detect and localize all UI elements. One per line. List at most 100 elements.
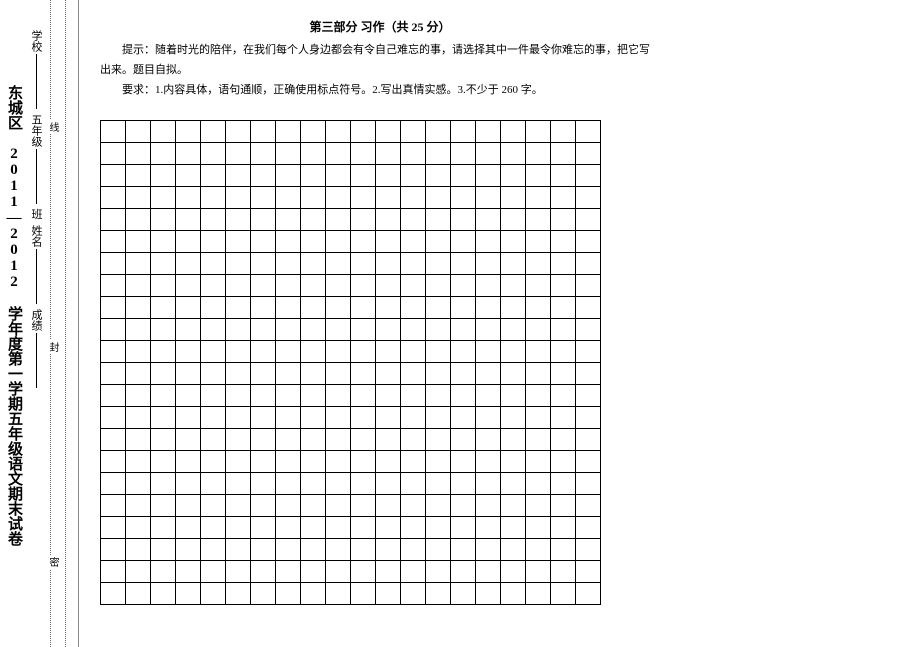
grid-cell bbox=[176, 495, 201, 517]
grid-cell bbox=[251, 209, 276, 231]
grid-cell bbox=[351, 539, 376, 561]
grid-cell bbox=[476, 209, 501, 231]
grid-cell bbox=[126, 275, 151, 297]
grid-cell bbox=[101, 385, 126, 407]
grid-cell bbox=[501, 385, 526, 407]
grid-cell bbox=[226, 583, 251, 605]
grid-cell bbox=[201, 231, 226, 253]
grid-cell bbox=[351, 319, 376, 341]
grid-cell bbox=[326, 297, 351, 319]
grid-cell bbox=[426, 143, 451, 165]
grid-cell bbox=[276, 495, 301, 517]
grid-cell bbox=[501, 121, 526, 143]
grid-cell bbox=[151, 253, 176, 275]
grid-cell bbox=[426, 517, 451, 539]
grid-cell bbox=[501, 209, 526, 231]
grid-cell bbox=[426, 583, 451, 605]
grid-cell bbox=[176, 429, 201, 451]
grid-cell bbox=[351, 253, 376, 275]
grid-cell bbox=[476, 187, 501, 209]
grid-cell bbox=[326, 165, 351, 187]
grid-cell bbox=[451, 341, 476, 363]
grid-cell bbox=[451, 121, 476, 143]
grid-cell bbox=[151, 517, 176, 539]
grid-cell bbox=[276, 561, 301, 583]
grid-cell bbox=[576, 319, 601, 341]
grid-cell bbox=[551, 561, 576, 583]
grid-cell bbox=[326, 275, 351, 297]
grid-cell bbox=[176, 319, 201, 341]
grid-cell bbox=[451, 517, 476, 539]
grid-cell bbox=[526, 209, 551, 231]
grid-cell bbox=[451, 319, 476, 341]
grid-cell bbox=[276, 231, 301, 253]
grid-cell bbox=[301, 385, 326, 407]
grid-row bbox=[101, 297, 601, 319]
grid-cell bbox=[151, 209, 176, 231]
grid-cell bbox=[576, 363, 601, 385]
grid-cell bbox=[476, 165, 501, 187]
grid-cell bbox=[301, 583, 326, 605]
grid-cell bbox=[326, 253, 351, 275]
grid-cell bbox=[126, 143, 151, 165]
grid-cell bbox=[176, 583, 201, 605]
grid-cell bbox=[276, 341, 301, 363]
grid-cell bbox=[151, 473, 176, 495]
grid-cell bbox=[376, 231, 401, 253]
grid-cell bbox=[551, 363, 576, 385]
grid-cell bbox=[401, 561, 426, 583]
grid-cell bbox=[301, 517, 326, 539]
grid-cell bbox=[551, 407, 576, 429]
grid-cell bbox=[276, 583, 301, 605]
grid-cell bbox=[301, 253, 326, 275]
grid-cell bbox=[151, 429, 176, 451]
grid-cell bbox=[376, 319, 401, 341]
grid-cell bbox=[251, 297, 276, 319]
grid-row bbox=[101, 143, 601, 165]
grid-cell bbox=[476, 473, 501, 495]
grid-row bbox=[101, 473, 601, 495]
grid-cell bbox=[401, 143, 426, 165]
label-name: 姓名 bbox=[30, 225, 42, 247]
grid-cell bbox=[326, 539, 351, 561]
grid-cell bbox=[351, 451, 376, 473]
grid-cell bbox=[176, 209, 201, 231]
grid-cell bbox=[526, 495, 551, 517]
grid-cell bbox=[176, 385, 201, 407]
grid-row bbox=[101, 209, 601, 231]
grid-cell bbox=[126, 363, 151, 385]
grid-cell bbox=[201, 187, 226, 209]
grid-cell bbox=[126, 297, 151, 319]
grid-cell bbox=[476, 517, 501, 539]
grid-cell bbox=[501, 495, 526, 517]
grid-cell bbox=[451, 275, 476, 297]
grid-cell bbox=[301, 407, 326, 429]
grid-cell bbox=[226, 253, 251, 275]
grid-cell bbox=[351, 341, 376, 363]
grid-cell bbox=[576, 253, 601, 275]
grid-cell bbox=[576, 539, 601, 561]
grid-cell bbox=[251, 363, 276, 385]
grid-cell bbox=[151, 363, 176, 385]
grid-cell bbox=[151, 561, 176, 583]
grid-cell bbox=[126, 517, 151, 539]
grid-cell bbox=[576, 583, 601, 605]
grid-cell bbox=[501, 429, 526, 451]
grid-cell bbox=[426, 209, 451, 231]
grid-cell bbox=[126, 429, 151, 451]
grid-cell bbox=[276, 319, 301, 341]
grid-cell bbox=[201, 319, 226, 341]
grid-cell bbox=[576, 231, 601, 253]
grid-cell bbox=[426, 253, 451, 275]
grid-cell bbox=[101, 319, 126, 341]
grid-cell bbox=[201, 209, 226, 231]
grid-cell bbox=[226, 495, 251, 517]
grid-cell bbox=[326, 407, 351, 429]
grid-cell bbox=[376, 297, 401, 319]
grid-cell bbox=[376, 561, 401, 583]
grid-cell bbox=[351, 385, 376, 407]
grid-cell bbox=[276, 187, 301, 209]
grid-cell bbox=[401, 495, 426, 517]
grid-cell bbox=[251, 341, 276, 363]
grid-cell bbox=[526, 231, 551, 253]
